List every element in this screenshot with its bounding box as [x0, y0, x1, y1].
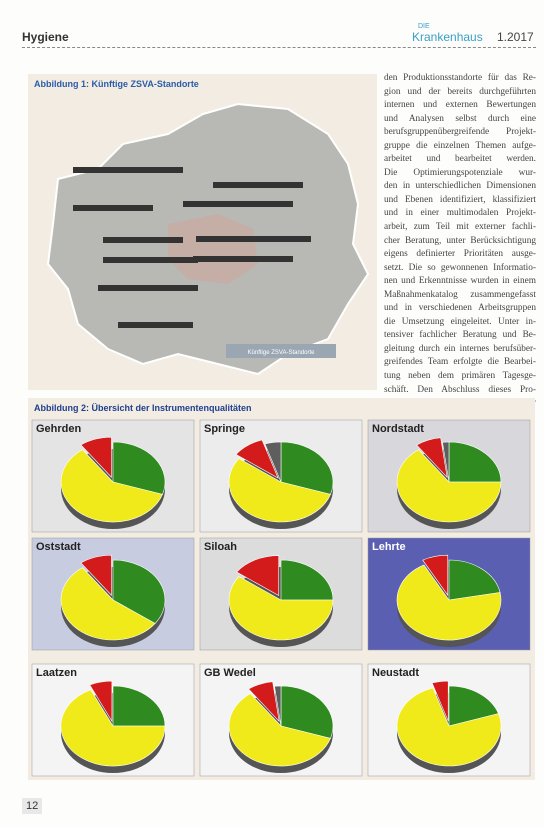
chart-title: Laatzen [36, 667, 77, 679]
text-line: Die Optimierungspotenziale wur- [384, 167, 536, 178]
pie-chart: Oststadt [31, 537, 195, 651]
pie-slice [236, 555, 280, 597]
map: Künftige ZSVA-Standorte [46, 102, 370, 376]
text-line: den Produktionsstandorte für das Re- [384, 73, 536, 83]
pie-slice [80, 436, 112, 478]
chart-title: Oststadt [36, 541, 81, 553]
text-line: nen und Erkenntnisse wurden in einem [384, 276, 536, 287]
text-line: internen und externen Bewertungen [384, 100, 536, 111]
pie-slice [112, 441, 166, 495]
pie-slice [80, 554, 112, 596]
chart-title: Gehrden [36, 423, 82, 435]
pie-slice [431, 680, 449, 722]
pie-chart: Gehrden [31, 419, 195, 533]
text-line: setzt. Die so gewonnenen Informatio- [384, 262, 536, 273]
pie-slice [396, 564, 502, 641]
map-labels [73, 167, 311, 328]
text-line: die Umsetzung eingeleitet. Unter in- [384, 316, 536, 327]
pie-slice [442, 441, 450, 483]
body-text: den Produktionsstandorte für das Re-gion… [384, 72, 536, 411]
pie-slice [60, 689, 166, 767]
pie-chart: Neustadt [367, 663, 531, 777]
text-line: schäft. Den Abschluss dieses Pro- [384, 384, 536, 395]
pie-slice [280, 685, 334, 739]
pie-slice [396, 687, 502, 767]
text-line: berufsgruppenübergreifende Projekt- [384, 127, 536, 138]
text-line: und in verschiedenen Arbeitsgruppen [384, 303, 536, 314]
text-line: gion und der bereits durchgeführten [384, 86, 536, 97]
pie-slice [228, 693, 331, 767]
text-line: eigens definierter Prioritäten ausge- [384, 249, 536, 260]
text-line: cher Beratung, unter Berücksichtigung [384, 235, 536, 246]
text-line: gleitung durch ein internes berufsüber- [384, 343, 536, 354]
text-line: tung neben dem primären Tagesge- [384, 371, 536, 382]
logo-small: DIE [418, 23, 430, 30]
pie-slice [112, 559, 166, 624]
text-line: Maßnahmenkatalog zusammengefasst [384, 289, 536, 300]
text-line: und in einer multimodalen Projekt- [384, 208, 536, 219]
pie-slice [448, 685, 499, 727]
header-rule [22, 47, 536, 48]
logo-text: Krankenhaus [412, 30, 483, 44]
chart-title: Lehrte [372, 541, 406, 553]
text-line: und Ebenen identifiziert, klassifiziert [384, 194, 536, 205]
text-line: tensiver fachlicher Beratung und Be- [384, 330, 536, 341]
pie-slice [448, 441, 502, 483]
text-line: und Analysen selbst durch eine [384, 113, 536, 124]
pie-chart: Laatzen [31, 663, 195, 777]
pie-slice [60, 567, 156, 641]
chart-title: Neustadt [372, 667, 419, 679]
pie-chart: GB Wedel [199, 663, 363, 777]
pie-slice [448, 559, 501, 601]
legend-box [226, 344, 336, 358]
text-line: arbeitet und bearbeitet werden. [384, 154, 536, 165]
figure-1: Abbildung 1: Künftige ZSVA-Standorte Kün… [28, 74, 377, 390]
pie-chart: Siloah [199, 537, 363, 651]
legend-text: Künftige ZSVA-Standorte [248, 350, 316, 356]
pie-chart: Lehrte [367, 537, 531, 651]
text-line: den in unterschiedlichen Dimensionen [384, 181, 536, 192]
issue: 1.2017 [497, 30, 534, 44]
pie-grid: Gehrden Springe Nordstadt Oststadt Siloah Leh… [31, 419, 531, 777]
pie-slice [416, 437, 448, 479]
pie-slice [60, 449, 163, 523]
pie-chart: Nordstadt [367, 419, 531, 533]
pie-slice [235, 439, 279, 479]
pie-slice [422, 554, 449, 597]
section-title: Hygiene [22, 30, 69, 44]
pie-slice [228, 458, 331, 523]
figure-caption: Abbildung 2: Übersicht der Instrumentenq… [34, 403, 252, 413]
chart-title: GB Wedel [204, 667, 256, 679]
text-line: arbeit, zum Teil mit externer fachli- [384, 222, 536, 233]
figure-2: Abbildung 2: Übersicht der Instrumentenq… [28, 398, 535, 780]
pie-slice [396, 449, 502, 523]
city-area [168, 214, 258, 284]
pie-slice [228, 576, 334, 641]
pie-chart: Springe [199, 419, 363, 533]
chart-title: Siloah [204, 541, 237, 553]
pie-slice [112, 685, 166, 727]
page-number: 12 [22, 798, 43, 814]
text-line: gruppe die einzelnen Themen aufge- [384, 140, 536, 151]
chart-title: Springe [204, 423, 245, 435]
pie-slice [248, 681, 280, 723]
pie-slice [89, 680, 113, 723]
pie-slice [280, 559, 334, 601]
chart-title: Nordstadt [372, 423, 424, 435]
pie-slice [264, 441, 282, 483]
logo: DIE Krankenhaus [412, 23, 483, 44]
pie-slice [280, 441, 334, 495]
figure-caption: Abbildung 1: Künftige ZSVA-Standorte [34, 79, 199, 89]
pie-slice [274, 685, 282, 727]
text-line: greifendes Team erfolgte die Bearbei- [384, 357, 536, 368]
